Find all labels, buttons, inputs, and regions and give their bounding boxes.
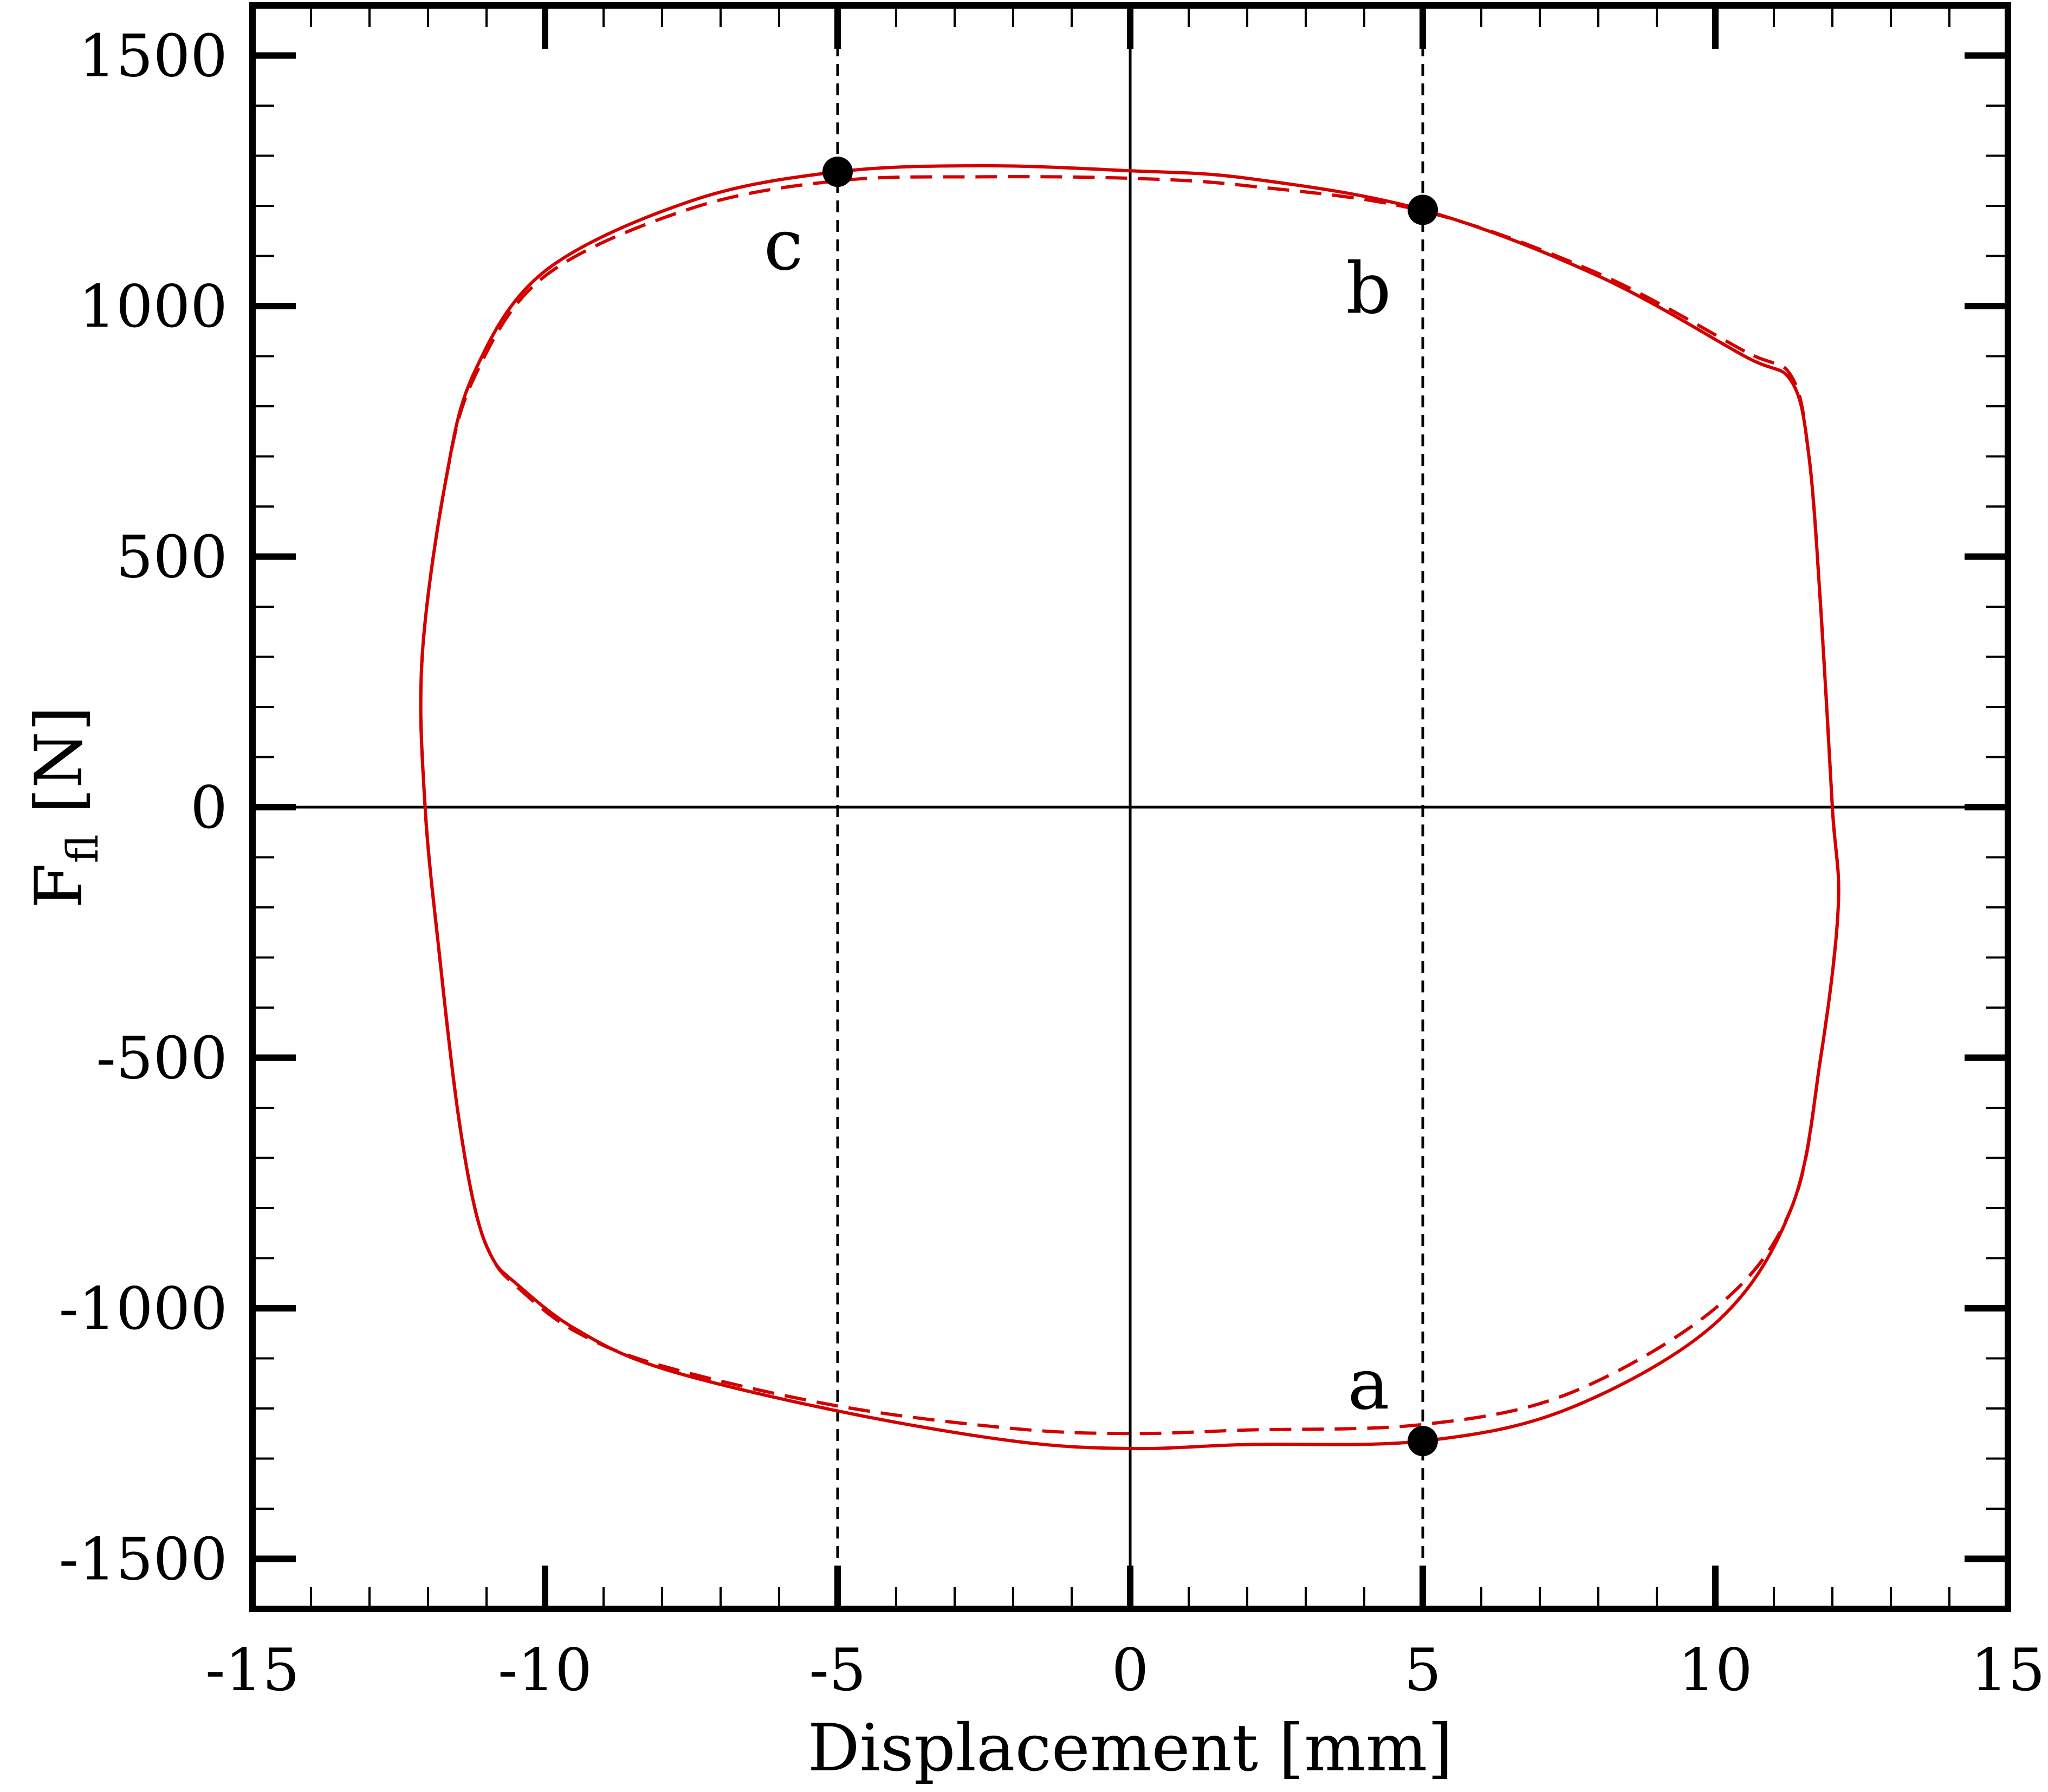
y-axis-label-unit-text: [N] [22, 706, 97, 814]
marked-points: a b c [764, 157, 1438, 1457]
point-label-b: b [1346, 247, 1391, 329]
y-axis-label-main: F [22, 863, 97, 908]
point-label-c: c [764, 204, 803, 286]
y-tick-label: 0 [190, 774, 228, 842]
point-c [822, 157, 853, 187]
dashed-curve [419, 175, 1840, 1436]
y-tick-label: -1500 [59, 1526, 228, 1594]
x-tick-label: 0 [1112, 1637, 1149, 1704]
y-tick-label: 1000 [79, 273, 228, 341]
minor-ticks [252, 4, 2008, 1610]
point-a [1408, 1426, 1438, 1457]
x-tick-label: 15 [1971, 1637, 2045, 1704]
dashed-vertical-lines [836, 5, 1424, 1609]
y-axis-label-unit [22, 814, 97, 834]
x-tick-labels: -15 -10 -5 0 5 10 15 [205, 1637, 2045, 1704]
x-tick-label: 10 [1678, 1637, 1752, 1704]
y-axis-label: Ffl [N] [22, 706, 108, 908]
y-tick-label: -500 [96, 1025, 228, 1093]
x-tick-label: -5 [809, 1637, 866, 1704]
y-tick-label: 500 [116, 524, 228, 592]
y-tick-label: -1000 [59, 1275, 228, 1343]
point-b [1408, 194, 1438, 225]
x-tick-label: -10 [498, 1637, 592, 1704]
x-axis-label: Displacement [mm] [808, 1711, 1453, 1786]
point-label-a: a [1347, 1343, 1390, 1425]
y-axis-label-subscript: fl [57, 834, 108, 863]
curves [419, 164, 1840, 1451]
x-tick-label: -15 [205, 1637, 300, 1704]
y-tick-label: 1500 [79, 23, 228, 90]
x-tick-label: 5 [1404, 1637, 1442, 1704]
plot-frame [249, 2, 2011, 1612]
y-tick-labels: -1500 -1000 -500 0 500 1000 1500 [59, 23, 228, 1594]
reference-lines [252, 5, 2008, 1609]
